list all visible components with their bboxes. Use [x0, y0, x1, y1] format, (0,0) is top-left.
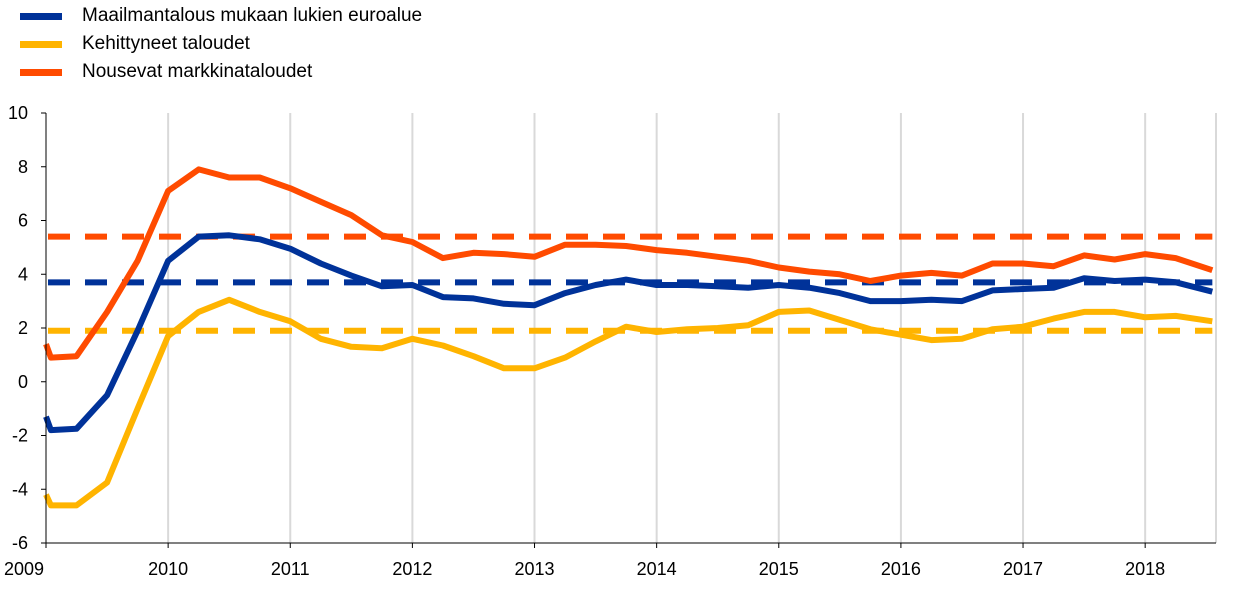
legend-label-advanced: Kehittyneet taloudet [82, 33, 250, 54]
legend-swatch-emerging [20, 68, 62, 76]
y-tick-label: -4 [12, 479, 28, 499]
series-line-1 [43, 296, 1213, 509]
axis-layer [41, 112, 1216, 548]
y-tick-label: 0 [18, 372, 28, 392]
x-tick-labels: 2009 2010 2011 2012 2013 2014 2015 2016 2017 2018 [4, 559, 1165, 579]
legend-label-world: Maailmantalous mukaan lukien euroalue [82, 5, 423, 26]
legend-item-advanced: Kehittyneet taloudet [20, 30, 422, 58]
y-tick-labels: -6 -4 -2 0 2 4 6 8 10 [8, 103, 28, 553]
x-tick-label: 2010 [148, 559, 188, 579]
legend-item-world: Maailmantalous mukaan lukien euroalue [20, 2, 422, 30]
x-tick-label: 2018 [1125, 559, 1165, 579]
legend-label-emerging: Nousevat markkinataloudet [82, 61, 313, 82]
legend-item-emerging: Nousevat markkinataloudet [20, 58, 422, 86]
legend-swatch-world [20, 12, 62, 20]
y-tick-label: -6 [12, 533, 28, 553]
series-layer [43, 166, 1214, 509]
x-tick-label: 2015 [759, 559, 799, 579]
y-tick-label: 4 [18, 264, 28, 284]
legend-swatch-advanced [20, 40, 62, 48]
x-tick-label: 2011 [271, 559, 310, 579]
y-tick-label: 10 [8, 103, 28, 123]
x-tick-label: 2016 [881, 559, 921, 579]
x-tick-label: 2013 [514, 559, 554, 579]
y-tick-label: 2 [18, 318, 28, 338]
y-tick-label: 6 [18, 211, 28, 231]
legend: Maailmantalous mukaan lukien euroalue Ke… [20, 2, 422, 86]
x-tick-label: 2017 [1003, 559, 1043, 579]
series-line-2 [43, 166, 1214, 361]
y-tick-label: 8 [18, 157, 28, 177]
series-line-0 [43, 232, 1214, 434]
x-tick-label: 2014 [637, 559, 677, 579]
average-lines-layer [48, 233, 1213, 334]
y-tick-label: -2 [12, 426, 28, 446]
x-tick-label: 2009 [4, 559, 44, 579]
x-tick-label: 2012 [392, 559, 432, 579]
